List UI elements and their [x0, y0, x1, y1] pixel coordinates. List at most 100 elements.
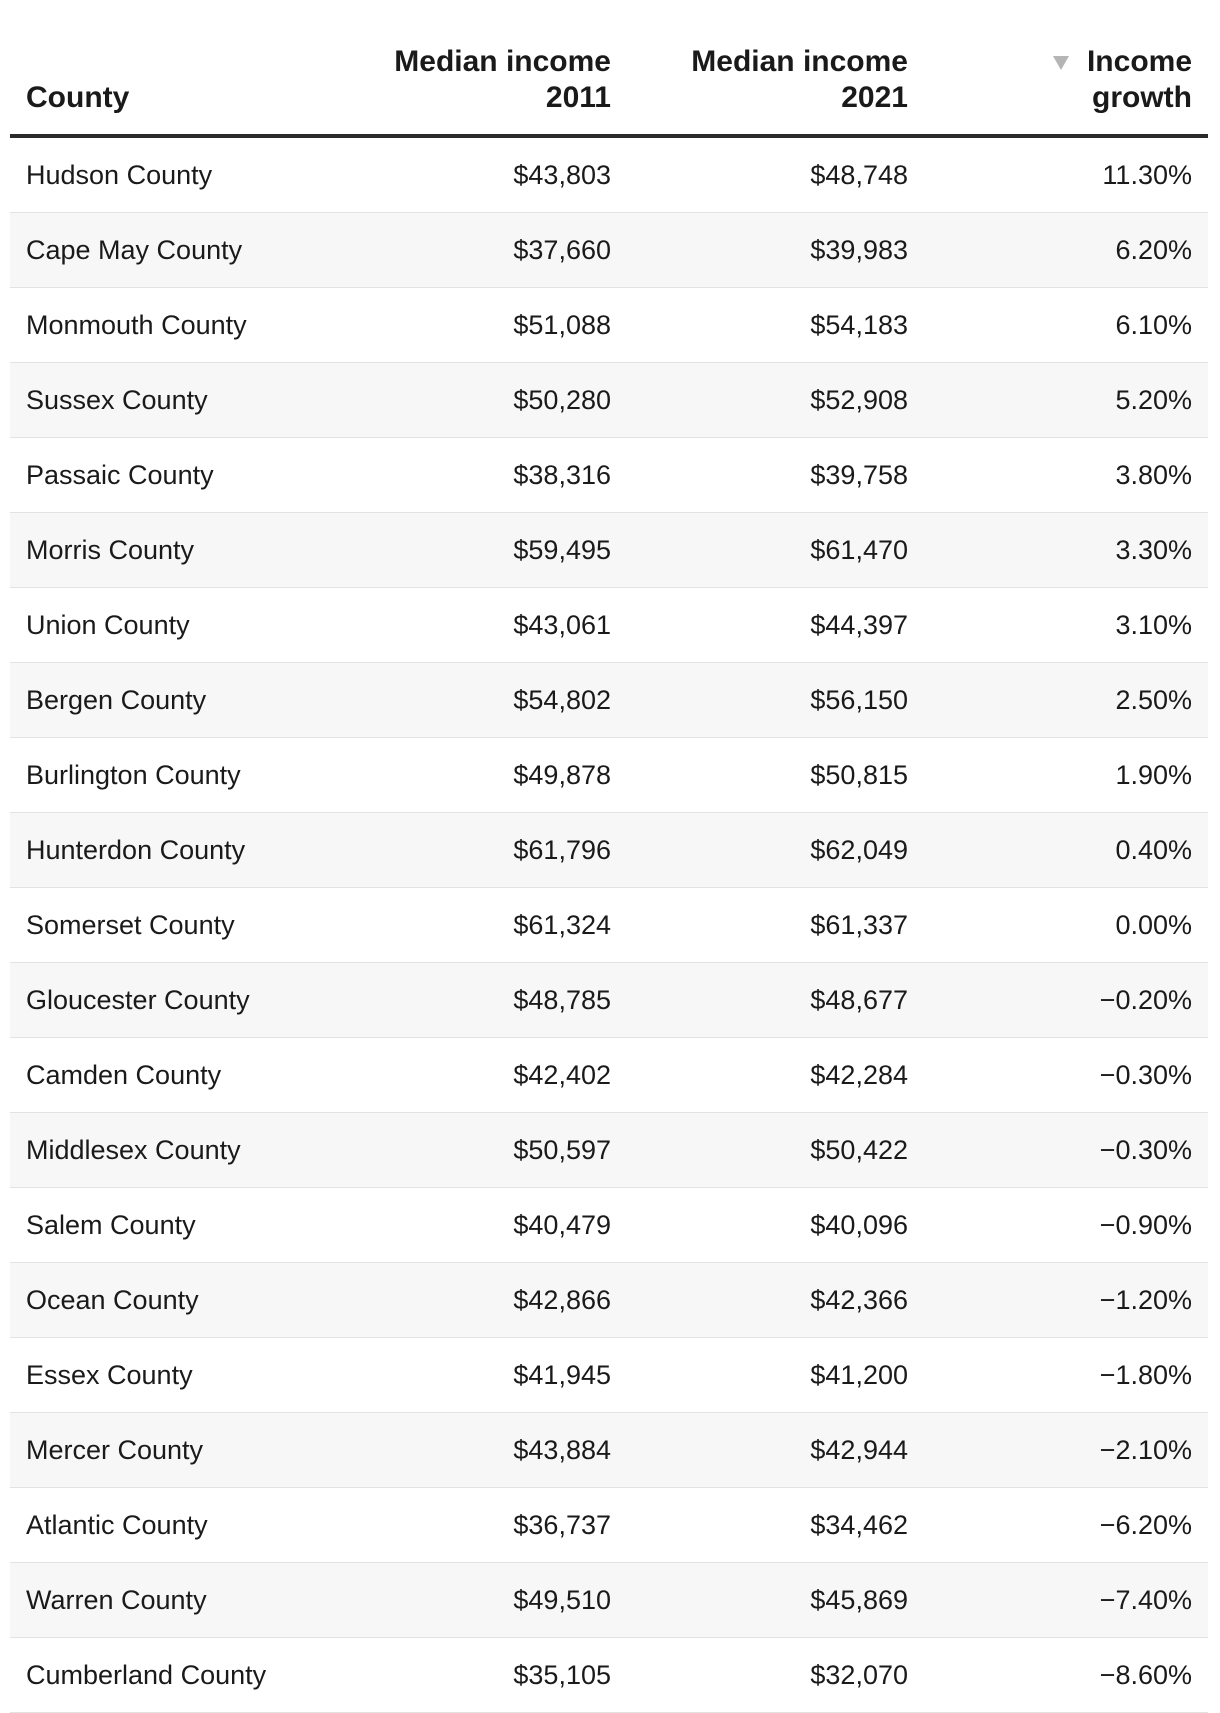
income-2021-cell: $45,869: [627, 1562, 924, 1638]
income-2021-cell: $40,096: [627, 1187, 924, 1263]
income-2021-cell: $48,677: [627, 962, 924, 1038]
growth-column-header[interactable]: Income growth: [924, 0, 1208, 138]
income-2021-column-header[interactable]: Median income 2021: [627, 0, 924, 138]
income-2011-cell: $48,785: [330, 962, 627, 1038]
table-row: Essex County $41,945 $41,200 −1.80%: [10, 1337, 1208, 1413]
county-cell: Hunterdon County: [10, 812, 330, 888]
income-2011-header-line1: Median income: [394, 45, 611, 78]
table-row: Mercer County $43,884 $42,944 −2.10%: [10, 1412, 1208, 1488]
growth-cell: 3.80%: [924, 437, 1208, 513]
income-2021-cell: $34,462: [627, 1487, 924, 1563]
growth-cell: −7.40%: [924, 1562, 1208, 1638]
growth-cell: 3.10%: [924, 587, 1208, 663]
income-2021-cell: $42,284: [627, 1037, 924, 1113]
growth-header-content: Income growth: [940, 44, 1192, 116]
county-cell: Burlington County: [10, 737, 330, 813]
table-row: Camden County $42,402 $42,284 −0.30%: [10, 1037, 1208, 1113]
income-2011-cell: $43,884: [330, 1412, 627, 1488]
table-row: Gloucester County $48,785 $48,677 −0.20%: [10, 962, 1208, 1038]
income-2021-cell: $32,070: [627, 1637, 924, 1713]
income-2011-cell: $43,061: [330, 587, 627, 663]
growth-cell: 6.20%: [924, 212, 1208, 288]
county-cell: Monmouth County: [10, 287, 330, 363]
county-cell: Hudson County: [10, 136, 330, 213]
income-2021-cell: $62,049: [627, 812, 924, 888]
growth-cell: 11.30%: [924, 136, 1208, 213]
table-header: County Median income 2011 Median income …: [10, 0, 1208, 138]
table-row: Cape May County $37,660 $39,983 6.20%: [10, 212, 1208, 288]
income-2021-cell: $50,422: [627, 1112, 924, 1188]
income-2011-cell: $40,479: [330, 1187, 627, 1263]
growth-cell: −1.20%: [924, 1262, 1208, 1338]
income-2011-cell: $43,803: [330, 136, 627, 213]
county-cell: Salem County: [10, 1187, 330, 1263]
county-cell: Passaic County: [10, 437, 330, 513]
income-2021-cell: $52,908: [627, 362, 924, 438]
income-2011-cell: $50,597: [330, 1112, 627, 1188]
income-2011-header-line2: 2011: [545, 81, 611, 114]
income-2021-cell: $39,983: [627, 212, 924, 288]
growth-cell: −0.30%: [924, 1037, 1208, 1113]
income-2011-cell: $51,088: [330, 287, 627, 363]
table-row: Warren County $49,510 $45,869 −7.40%: [10, 1562, 1208, 1638]
income-2021-cell: $56,150: [627, 662, 924, 738]
growth-cell: −0.20%: [924, 962, 1208, 1038]
growth-header-line1: Income: [1086, 45, 1192, 78]
income-2011-cell: $49,878: [330, 737, 627, 813]
table-row: Cumberland County $35,105 $32,070 −8.60%: [10, 1637, 1208, 1713]
income-2011-cell: $61,796: [330, 812, 627, 888]
table-row: Atlantic County $36,737 $34,462 −6.20%: [10, 1487, 1208, 1563]
growth-cell: −2.10%: [924, 1412, 1208, 1488]
income-2011-column-header[interactable]: Median income 2011: [330, 0, 627, 138]
income-table-container: County Median income 2011 Median income …: [10, 0, 1208, 1713]
income-2021-cell: $42,366: [627, 1262, 924, 1338]
income-2011-cell: $41,945: [330, 1337, 627, 1413]
income-table: County Median income 2011 Median income …: [10, 0, 1208, 1713]
table-row: Hudson County $43,803 $48,748 11.30%: [10, 136, 1208, 213]
table-row: Monmouth County $51,088 $54,183 6.10%: [10, 287, 1208, 363]
income-2011-cell: $42,402: [330, 1037, 627, 1113]
growth-header-line2: growth: [1092, 81, 1192, 114]
header-row: County Median income 2011 Median income …: [10, 0, 1208, 138]
income-2021-cell: $41,200: [627, 1337, 924, 1413]
county-cell: Mercer County: [10, 1412, 330, 1488]
growth-cell: 5.20%: [924, 362, 1208, 438]
table-row: Passaic County $38,316 $39,758 3.80%: [10, 437, 1208, 513]
income-2021-header-line1: Median income: [691, 45, 908, 78]
income-2011-cell: $49,510: [330, 1562, 627, 1638]
county-cell: Camden County: [10, 1037, 330, 1113]
growth-cell: −0.90%: [924, 1187, 1208, 1263]
income-2021-cell: $61,337: [627, 887, 924, 963]
table-row: Ocean County $42,866 $42,366 −1.20%: [10, 1262, 1208, 1338]
sort-descending-icon[interactable]: [1052, 56, 1069, 70]
income-2011-cell: $50,280: [330, 362, 627, 438]
county-cell: Cape May County: [10, 212, 330, 288]
table-row: Hunterdon County $61,796 $62,049 0.40%: [10, 812, 1208, 888]
county-cell: Ocean County: [10, 1262, 330, 1338]
income-2021-cell: $48,748: [627, 136, 924, 213]
growth-cell: −6.20%: [924, 1487, 1208, 1563]
income-2021-cell: $39,758: [627, 437, 924, 513]
income-2011-cell: $36,737: [330, 1487, 627, 1563]
table-row: Somerset County $61,324 $61,337 0.00%: [10, 887, 1208, 963]
county-cell: Union County: [10, 587, 330, 663]
table-row: Middlesex County $50,597 $50,422 −0.30%: [10, 1112, 1208, 1188]
county-cell: Warren County: [10, 1562, 330, 1638]
county-column-header[interactable]: County: [10, 0, 330, 138]
growth-cell: 0.40%: [924, 812, 1208, 888]
table-row: Bergen County $54,802 $56,150 2.50%: [10, 662, 1208, 738]
table-row: Salem County $40,479 $40,096 −0.90%: [10, 1187, 1208, 1263]
income-2011-cell: $37,660: [330, 212, 627, 288]
county-cell: Atlantic County: [10, 1487, 330, 1563]
table-row: Union County $43,061 $44,397 3.10%: [10, 587, 1208, 663]
income-2011-cell: $42,866: [330, 1262, 627, 1338]
growth-header-text: Income growth: [1087, 44, 1192, 116]
county-header-label: County: [26, 81, 130, 114]
table-row: Morris County $59,495 $61,470 3.30%: [10, 512, 1208, 588]
income-2021-cell: $44,397: [627, 587, 924, 663]
county-cell: Essex County: [10, 1337, 330, 1413]
county-cell: Cumberland County: [10, 1637, 330, 1713]
table-body: Hudson County $43,803 $48,748 11.30% Cape Ma…: [10, 136, 1208, 1713]
growth-cell: 6.10%: [924, 287, 1208, 363]
table-row: Burlington County $49,878 $50,815 1.90%: [10, 737, 1208, 813]
